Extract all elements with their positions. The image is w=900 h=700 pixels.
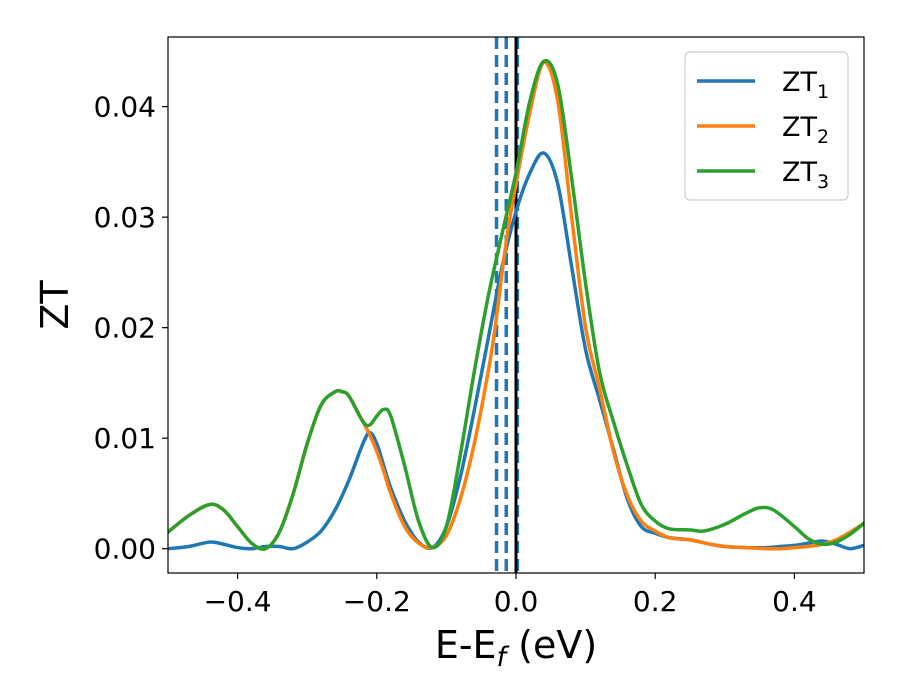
y-axis-label: ZT	[33, 280, 77, 330]
x-axis-ticks: −0.4 −0.2 0.0 0.2 0.4	[204, 573, 817, 618]
x-tick-label: −0.4	[204, 585, 272, 618]
y-tick-label: 0.04	[94, 91, 156, 124]
legend-box	[684, 51, 849, 201]
x-tick-label: 0.2	[633, 585, 678, 618]
y-tick-label: 0.03	[94, 201, 156, 234]
reference-lines	[494, 37, 520, 573]
legend-entry-zt1: ZT1	[697, 67, 829, 103]
y-tick-label: 0.01	[94, 422, 156, 455]
y-axis-ticks: 0.00 0.01 0.02 0.03 0.04	[94, 91, 168, 566]
legend: ZT1 ZT2 ZT3	[684, 51, 849, 201]
legend-entry-zt3: ZT3	[697, 157, 829, 193]
x-axis-label: E-Ef (eV)	[435, 623, 597, 673]
y-tick-label: 0.02	[94, 312, 156, 345]
x-axis-label-unit: (eV)	[506, 623, 597, 667]
x-tick-label: 0.4	[772, 585, 817, 618]
y-tick-label: 0.00	[94, 533, 156, 566]
legend-entry-zt2: ZT2	[697, 112, 829, 148]
legend-label: ZT3	[782, 157, 829, 193]
x-tick-label: −0.2	[343, 585, 411, 618]
series-line-zt3	[168, 58, 864, 551]
series-lines	[168, 58, 864, 551]
legend-label: ZT1	[782, 67, 829, 103]
legend-label: ZT2	[782, 112, 829, 148]
x-tick-label: 0.0	[494, 585, 539, 618]
